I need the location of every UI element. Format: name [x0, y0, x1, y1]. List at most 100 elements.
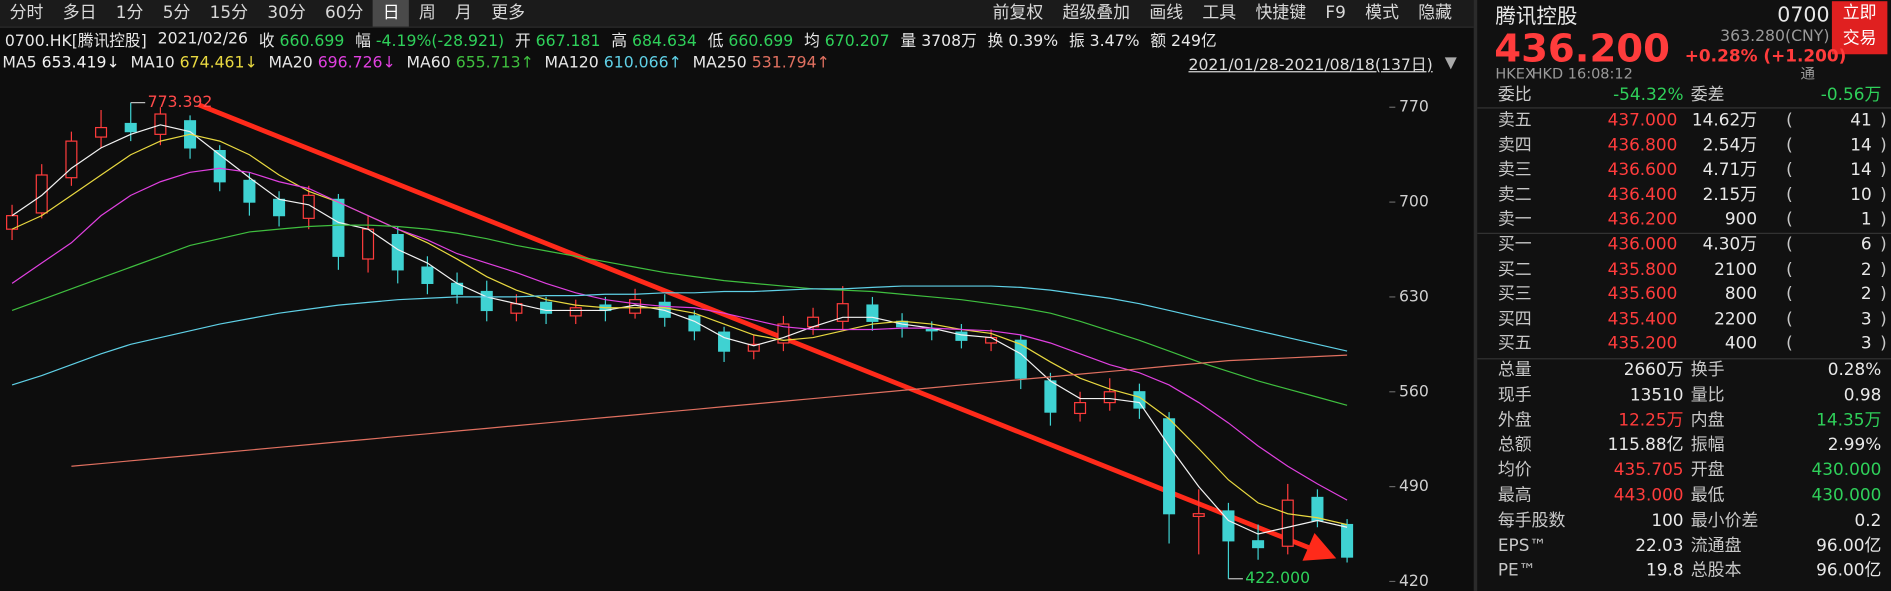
tool-button[interactable]: 前复权	[992, 3, 1044, 23]
paren: )	[1880, 185, 1887, 205]
book-count: 2	[1860, 260, 1872, 280]
quote-time: 16:08:12	[1567, 65, 1633, 83]
stat-value: 430.000	[1811, 460, 1882, 481]
ma-line	[11, 133, 1348, 526]
info-label: 量	[900, 31, 917, 51]
stat-value: 12.25万	[1618, 410, 1684, 431]
legend-value: 610.066↑	[603, 53, 682, 72]
info-value: 660.699	[279, 31, 345, 51]
book-count: 6	[1860, 235, 1872, 255]
book-price: 436.600	[1607, 160, 1678, 180]
legend-name: MA120	[544, 53, 599, 72]
currency: HKD	[1531, 65, 1564, 83]
candle-body	[866, 304, 879, 322]
period-tab[interactable]: 1分	[115, 3, 144, 23]
price-change: +0.28% (+1.200)	[1684, 47, 1847, 67]
candle-body	[1103, 391, 1116, 404]
candle-body	[95, 126, 108, 138]
candle-body	[540, 301, 553, 314]
period-tab[interactable]: 5分	[162, 3, 191, 23]
period-tab[interactable]: 月	[455, 3, 472, 23]
candle-body	[1133, 391, 1146, 409]
info-label: 高	[611, 31, 628, 51]
stock-name: 腾讯控股	[1495, 4, 1578, 29]
period-tab[interactable]: 分时	[9, 3, 44, 23]
trade-button[interactable]: 立即 交易	[1831, 1, 1888, 55]
tool-button[interactable]: 快捷键	[1255, 3, 1307, 23]
book-price: 435.800	[1607, 260, 1678, 280]
info-label: 开	[514, 31, 531, 51]
period-tab[interactable]: 更多	[491, 3, 526, 23]
book-price: 436.200	[1607, 210, 1678, 230]
stat-label: 每手股数	[1497, 511, 1566, 531]
paren: (	[1786, 210, 1793, 230]
legend-entry: MA10 674.461↓	[130, 54, 257, 72]
book-level: 买三	[1497, 284, 1532, 305]
stat-value: 13510	[1629, 385, 1684, 405]
info-label: 收	[258, 31, 275, 51]
stat-label: PE™	[1497, 561, 1536, 581]
book-price: 435.600	[1607, 284, 1678, 305]
y-tick-label: 490	[1399, 476, 1429, 495]
candle-body	[1044, 380, 1057, 413]
price-chart: 420 490 560 630 700 770 773.392 422.000	[6, 92, 1429, 590]
book-level: 卖四	[1497, 135, 1532, 156]
last-price: 436.200	[1494, 25, 1670, 72]
legend-value: 696.726↓	[317, 53, 396, 72]
stat-value: 0.2	[1854, 511, 1882, 531]
legend-value: 674.461↓	[179, 53, 258, 72]
candle-body	[154, 113, 167, 135]
period-tab[interactable]: 15分	[209, 3, 249, 23]
paren: (	[1786, 235, 1793, 255]
y-tick-label: 420	[1399, 571, 1429, 590]
stat-label: 最低	[1690, 486, 1725, 506]
stat-label: 内盘	[1690, 410, 1725, 431]
book-count: 3	[1860, 309, 1872, 329]
tool-button[interactable]: 画线	[1149, 3, 1184, 23]
stat-label: 总额	[1497, 435, 1532, 456]
date-range[interactable]: 2021/01/28-2021/08/18(137日)	[1188, 56, 1433, 75]
stat-label: 总量	[1497, 360, 1532, 380]
period-tab[interactable]: 多日	[62, 3, 97, 23]
candle-body	[688, 315, 701, 332]
legend-entry: MA20 696.726↓	[269, 54, 396, 72]
candle-body	[273, 198, 286, 217]
tool-button[interactable]: F9	[1325, 3, 1346, 23]
legend-name: MA10	[130, 53, 175, 72]
candle-body	[718, 331, 731, 352]
period-tab[interactable]: 周	[418, 3, 436, 23]
candle-body	[421, 266, 434, 284]
info-item: 换 0.39%	[988, 27, 1059, 50]
exchange: HKEX	[1495, 65, 1535, 83]
y-tick-label: 700	[1399, 192, 1429, 211]
tool-button[interactable]: 工具	[1202, 3, 1237, 23]
stat-label: 换手	[1690, 360, 1725, 380]
period-tab[interactable]: 30分	[267, 3, 306, 23]
legend-value: 531.794↑	[751, 53, 830, 72]
legend-name: MA5	[2, 53, 37, 72]
candle-body	[777, 323, 790, 344]
info-value: 0.39%	[1008, 31, 1059, 51]
tool-button[interactable]: 隐藏	[1418, 3, 1453, 23]
candle-body	[747, 343, 760, 352]
tool-button[interactable]: 超级叠加	[1062, 3, 1131, 23]
period-tab[interactable]: 日	[373, 0, 410, 27]
book-level: 卖三	[1497, 160, 1532, 180]
trend-arrow	[198, 102, 1310, 550]
book-volume: 800	[1724, 284, 1758, 305]
period-tab[interactable]: 60分	[325, 3, 364, 23]
candle-body	[35, 174, 48, 214]
tool-button[interactable]: 模式	[1365, 3, 1399, 23]
dropdown-arrow[interactable]: ▼	[1444, 53, 1457, 72]
paren: (	[1786, 334, 1793, 354]
stat-value: 96.00亿	[1816, 561, 1882, 581]
candle-body	[65, 140, 78, 179]
max-label: 773.392	[148, 92, 213, 111]
book-level: 卖五	[1497, 110, 1532, 131]
book-volume: 4.71万	[1702, 160, 1758, 180]
paren: )	[1880, 110, 1887, 131]
book-price: 436.000	[1607, 235, 1678, 255]
paren: )	[1880, 260, 1887, 280]
candle-body	[955, 331, 968, 341]
